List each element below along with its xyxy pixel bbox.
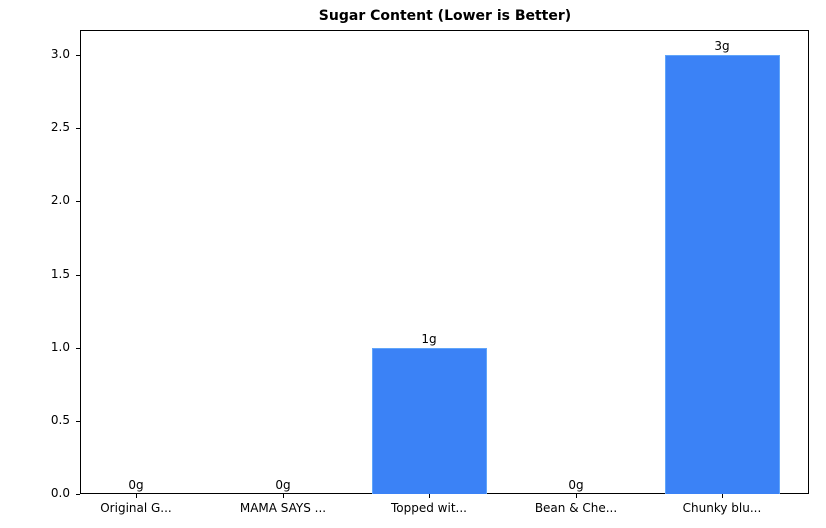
- x-tick-mark: [283, 494, 284, 498]
- y-tick-mark: [76, 274, 80, 276]
- x-tick-label: Chunky blu...: [682, 501, 762, 515]
- chart-title: Sugar Content (Lower is Better): [318, 8, 572, 24]
- x-tick-label: Original G...: [100, 501, 172, 515]
- bar: [664, 55, 780, 494]
- x-tick-mark: [429, 494, 430, 498]
- value-label: 3g: [714, 39, 730, 54]
- y-tick-label: 3.0: [50, 47, 70, 62]
- x-tick-mark: [136, 494, 137, 498]
- x-tick-label: MAMA SAYS ...: [239, 501, 327, 515]
- y-tick-mark: [76, 55, 80, 57]
- y-tick-label: 0.0: [50, 486, 70, 500]
- bar: [371, 347, 487, 494]
- y-tick-mark: [76, 128, 80, 130]
- y-tick-label: 2.0: [50, 193, 70, 208]
- x-tick-mark: [576, 494, 577, 498]
- y-tick-label: 1.0: [50, 339, 70, 354]
- y-tick-label: 1.5: [50, 266, 70, 281]
- y-tick-mark: [76, 347, 80, 349]
- value-label: 0g: [128, 478, 144, 492]
- y-tick-mark: [76, 201, 80, 203]
- y-tick-label: 2.5: [50, 120, 70, 135]
- y-tick-mark: [76, 420, 80, 422]
- x-tick-label: Topped wit...: [391, 501, 467, 515]
- y-tick-mark: [76, 494, 80, 495]
- value-label: 1g: [421, 331, 437, 346]
- value-label: 0g: [568, 478, 584, 492]
- x-tick-label: Bean & Che...: [534, 501, 618, 515]
- value-label: 0g: [275, 478, 291, 492]
- y-tick-label: 0.5: [50, 412, 70, 427]
- x-tick-mark: [722, 494, 723, 498]
